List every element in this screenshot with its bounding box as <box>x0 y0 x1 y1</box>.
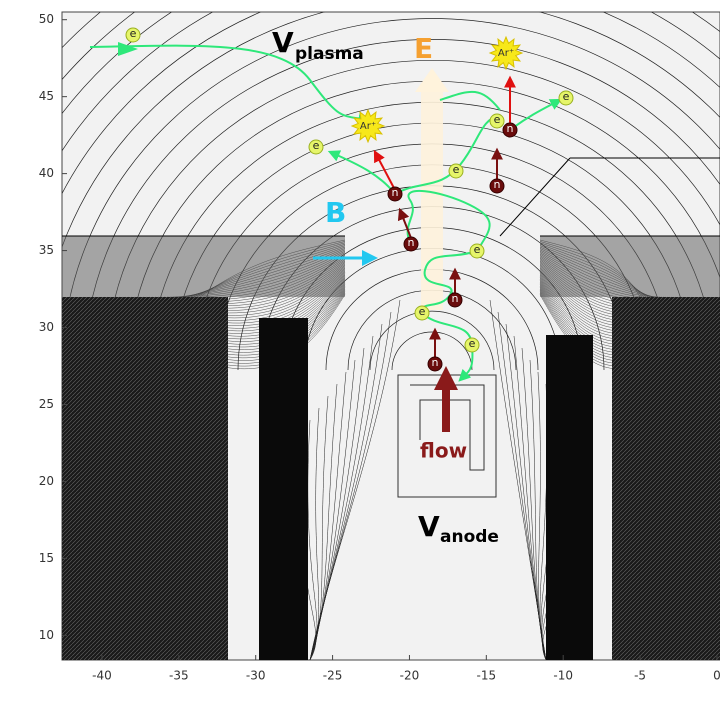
v-anode-label: V <box>418 510 440 543</box>
v-plasma-label: V <box>272 26 294 59</box>
y-tick-label: 15 <box>39 551 54 565</box>
x-tick-label: -10 <box>553 669 573 683</box>
plate-right <box>540 236 720 297</box>
neutral-label: n <box>494 178 501 191</box>
y-tick-label: 40 <box>39 166 54 180</box>
plate-left <box>62 236 345 297</box>
v-anode-sub: anode <box>440 527 499 547</box>
pole-inner-right <box>546 335 593 660</box>
b-field-label: B <box>325 196 346 229</box>
neutral-label: n <box>408 236 415 249</box>
y-tick-label: 35 <box>39 243 54 257</box>
pole-left <box>62 297 228 660</box>
page: {"axes": {"xlim": [-42.6, 0.2], "ylim": … <box>0 0 720 709</box>
ion-label: Ar⁺ <box>498 48 514 59</box>
x-tick-label: -40 <box>92 669 112 683</box>
flow-label: flow <box>420 439 467 463</box>
electron-label: e <box>563 90 570 103</box>
x-tick-label: -15 <box>477 669 497 683</box>
pole-right <box>612 297 720 660</box>
x-tick-label: -20 <box>400 669 420 683</box>
y-tick-label: 20 <box>39 474 54 488</box>
x-tick-label: -25 <box>323 669 343 683</box>
y-tick-label: 25 <box>39 397 54 411</box>
y-tick-label: 10 <box>39 628 54 642</box>
electron-label: e <box>419 305 426 318</box>
x-tick-label: -5 <box>634 669 646 683</box>
y-tick-label: 50 <box>39 12 54 26</box>
y-tick-label: 45 <box>39 89 54 103</box>
e-field-label: E <box>414 32 433 65</box>
figure: V plasma E B flow V anode eeeeeeeennnnnn… <box>0 0 720 709</box>
electron-label: e <box>494 113 501 126</box>
ion-label: Ar⁺ <box>360 121 376 132</box>
electron-label: e <box>469 337 476 350</box>
y-tick-label: 30 <box>39 320 54 334</box>
neutral-label: n <box>507 122 514 135</box>
electron-label: e <box>453 163 460 176</box>
electron-label: e <box>313 139 320 152</box>
x-tick-label: -35 <box>169 669 189 683</box>
electron-label: e <box>474 243 481 256</box>
electron-label: e <box>130 27 137 40</box>
neutral-label: n <box>432 356 439 369</box>
x-tick-label: -30 <box>246 669 266 683</box>
neutral-label: n <box>392 186 399 199</box>
neutral-label: n <box>452 292 459 305</box>
pole-inner-left <box>259 318 308 660</box>
x-tick-label: 0 <box>713 669 720 683</box>
v-plasma-sub: plasma <box>295 44 364 64</box>
